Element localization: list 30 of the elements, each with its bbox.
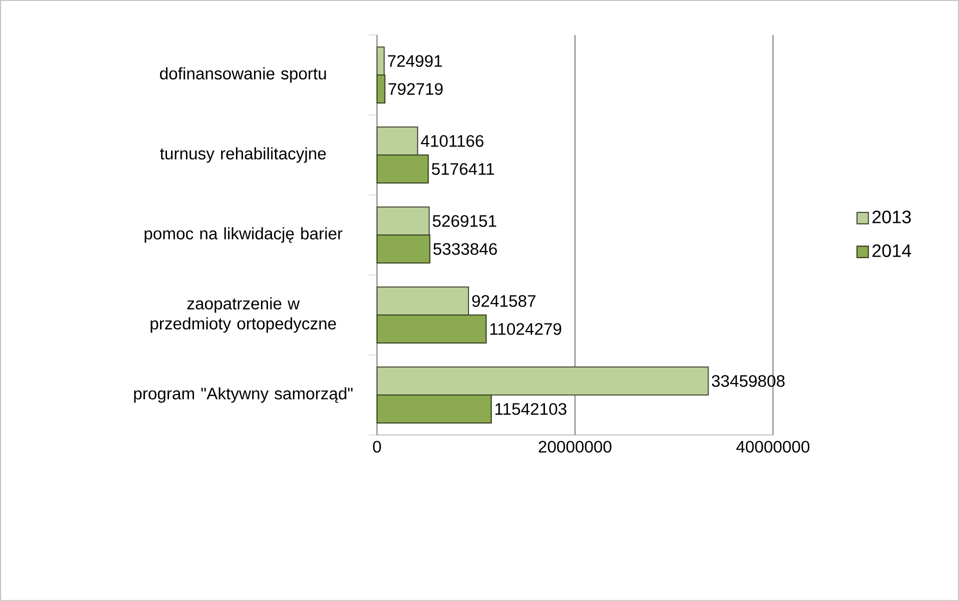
bar (376, 234, 430, 264)
data-label: 11024279 (490, 323, 562, 335)
bar (376, 154, 429, 184)
data-label: 724991 (388, 55, 442, 67)
legend-label: 2014 (872, 244, 912, 258)
y-tick-label: zaopatrzenie w przedmioty ortopedyczne (150, 297, 336, 333)
bar (376, 126, 418, 156)
data-label: 792719 (388, 83, 443, 95)
bar (376, 206, 430, 236)
bar (376, 46, 385, 76)
bar (376, 286, 470, 316)
legend-label: 2013 (872, 210, 911, 224)
x-tick-label: 0 (373, 440, 381, 453)
bar (376, 366, 709, 396)
data-label: 5269151 (432, 215, 496, 227)
bar (376, 314, 487, 344)
data-label: 4101166 (420, 135, 484, 147)
bar (376, 74, 386, 104)
x-tick-label: 40000000 (736, 440, 810, 453)
data-label: 5333846 (433, 243, 497, 255)
data-label: 33459808 (712, 375, 785, 387)
bar (376, 394, 492, 424)
y-tick-label: dofinansowanie sportu (160, 67, 326, 83)
y-tick-label: pomoc na likwidację barier (144, 227, 342, 243)
x-tick-label: 20000000 (538, 440, 612, 453)
data-label: 11542103 (495, 403, 566, 415)
data-label: 9241587 (472, 295, 536, 307)
y-tick-label: program "Aktywny samorząd" (134, 387, 353, 403)
data-label: 5176411 (432, 163, 494, 175)
y-tick-label: turnusy rehabilitacyjne (160, 147, 326, 163)
